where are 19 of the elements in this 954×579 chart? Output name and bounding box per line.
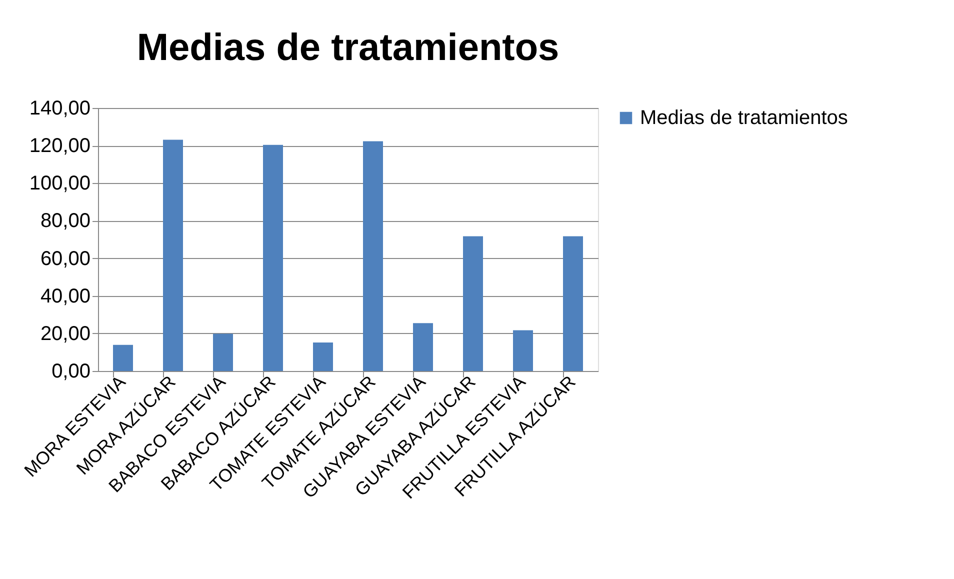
bar bbox=[413, 323, 433, 371]
bar bbox=[213, 334, 233, 371]
bar bbox=[513, 330, 533, 371]
y-tick-label: 140,00 bbox=[29, 98, 90, 120]
bar bbox=[563, 236, 583, 371]
bar bbox=[113, 344, 133, 371]
legend-label: Medias de tratamientos bbox=[640, 107, 848, 129]
y-tick-label: 60,00 bbox=[40, 248, 90, 270]
y-tick-label: 120,00 bbox=[29, 135, 90, 158]
y-tick-label: 100,00 bbox=[29, 172, 90, 195]
bar bbox=[363, 141, 383, 371]
chart-title: Medias de tratamientos bbox=[136, 27, 560, 69]
bar bbox=[463, 236, 483, 371]
y-tick-label: 20,00 bbox=[40, 322, 90, 345]
y-tick-label: 40,00 bbox=[40, 285, 90, 308]
bar bbox=[263, 144, 283, 371]
y-tick-label: 80,00 bbox=[40, 210, 90, 232]
bar bbox=[313, 342, 333, 371]
bar bbox=[163, 140, 183, 371]
